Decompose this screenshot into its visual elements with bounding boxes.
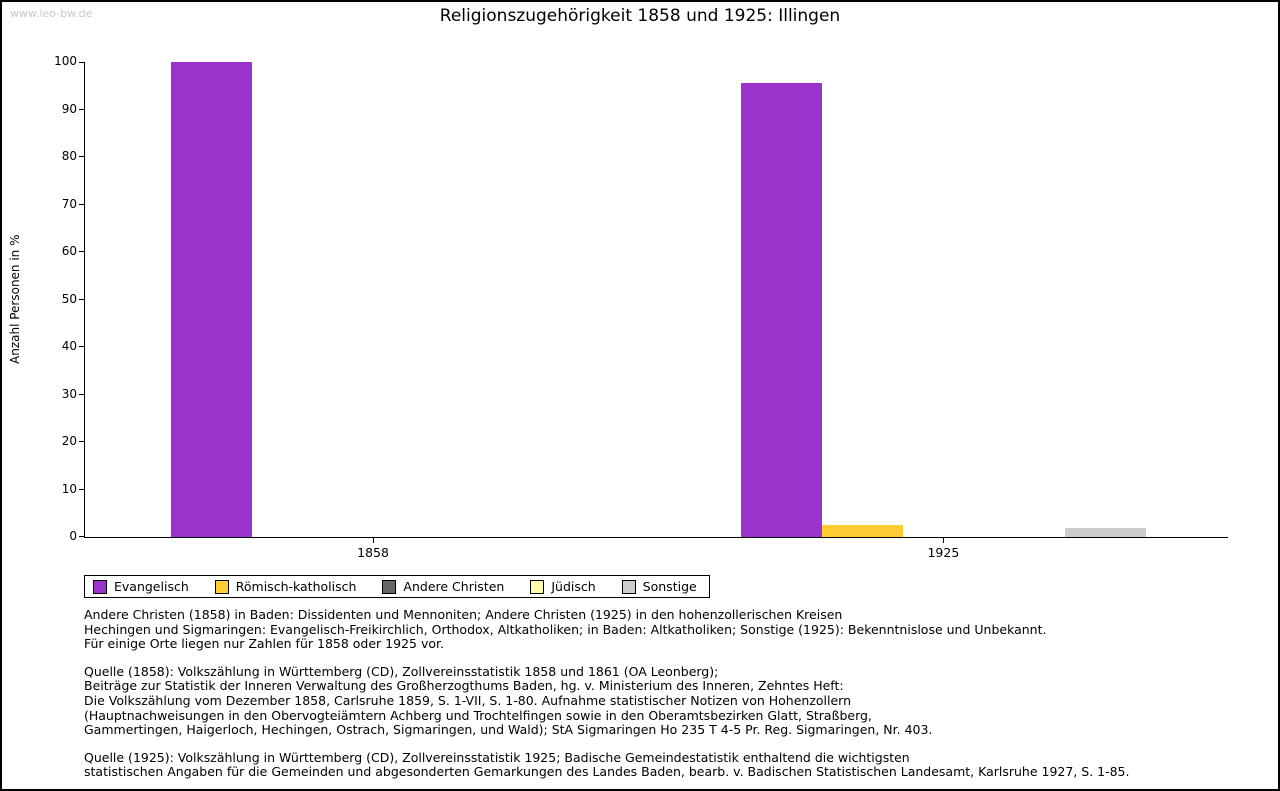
x-axis-tick — [372, 537, 374, 543]
footnote-definitions: Andere Christen (1858) in Baden: Disside… — [84, 607, 1047, 652]
legend-label: Andere Christen — [403, 579, 505, 594]
legend: Evangelisch Römisch-katholisch Andere Chri… — [84, 575, 710, 598]
x-category-label: 1925 — [927, 545, 960, 560]
legend-label: Evangelisch — [114, 579, 189, 594]
bar-r-misch-katholisch-1925 — [821, 524, 903, 537]
plot-area: 0 10 20 30 40 50 60 70 80 90 100 1858 1925 — [54, 54, 1228, 560]
y-axis-tick — [79, 251, 85, 252]
footnote-source-1858: Quelle (1858): Volkszählung in Württembe… — [84, 663, 933, 738]
y-axis-tick — [79, 62, 85, 63]
y-axis-tick-label: 50 — [61, 291, 77, 306]
footnote-source-1925: Quelle (1925): Volkszählung in Württembe… — [84, 749, 1130, 780]
legend-item-r-misch-katholisch: Römisch-katholisch — [214, 579, 357, 594]
legend-item-evangelisch: Evangelisch — [93, 579, 189, 594]
legend-item-j-disch: Jüdisch — [530, 579, 596, 594]
y-axis-tick-label: 20 — [61, 434, 77, 448]
y-axis-tick-label: 90 — [61, 101, 77, 116]
legend-item-andere-christen: Andere Christen — [382, 579, 504, 594]
y-axis-tick — [79, 346, 85, 347]
y-axis-tick-label: 60 — [61, 244, 77, 258]
legend-swatch-sonstige — [621, 579, 636, 594]
y-axis-tick-label: 100 — [54, 54, 77, 68]
bar-sonstige-1925 — [1064, 527, 1146, 537]
legend-label: Sonstige — [642, 579, 697, 594]
y-axis-tick-label: 70 — [61, 196, 77, 211]
y-axis-tick-label: 80 — [61, 149, 77, 163]
y-axis-tick — [79, 536, 85, 537]
site-watermark: www.leo-bw.de — [10, 7, 93, 20]
legend-swatch-andere-christen — [382, 579, 397, 594]
y-axis-tick-label: 40 — [61, 339, 77, 353]
bar-evangelisch-1858 — [170, 62, 252, 537]
y-axis-tick — [79, 393, 85, 395]
y-axis-tick — [79, 156, 85, 157]
footnotes: Andere Christen (1858) in Baden: Disside… — [84, 607, 1229, 789]
legend-label: Römisch-katholisch — [235, 579, 357, 594]
x-category-label: 1858 — [357, 545, 389, 560]
legend-label: Jüdisch — [551, 579, 596, 594]
legend-swatch-r-misch-katholisch — [214, 579, 229, 594]
y-axis-tick-label: 30 — [61, 386, 77, 401]
y-axis-tick-label: 10 — [61, 481, 77, 496]
chart-title: Religionszugehörigkeit 1858 und 1925: Il… — [439, 6, 841, 26]
y-axis-title: Anzahl Personen in % — [8, 234, 22, 365]
x-axis-tick — [942, 537, 944, 543]
y-axis-tick — [79, 203, 85, 205]
bar-evangelisch-1925 — [740, 82, 822, 537]
legend-swatch-j-disch — [530, 579, 545, 594]
y-axis-tick-label: 0 — [69, 529, 77, 543]
y-axis-tick — [79, 488, 85, 490]
y-axis-tick — [79, 441, 85, 442]
legend-item-sonstige: Sonstige — [621, 579, 697, 594]
y-axis-tick — [79, 298, 85, 300]
legend-swatch-evangelisch — [93, 579, 107, 594]
y-axis-tick — [79, 108, 85, 110]
